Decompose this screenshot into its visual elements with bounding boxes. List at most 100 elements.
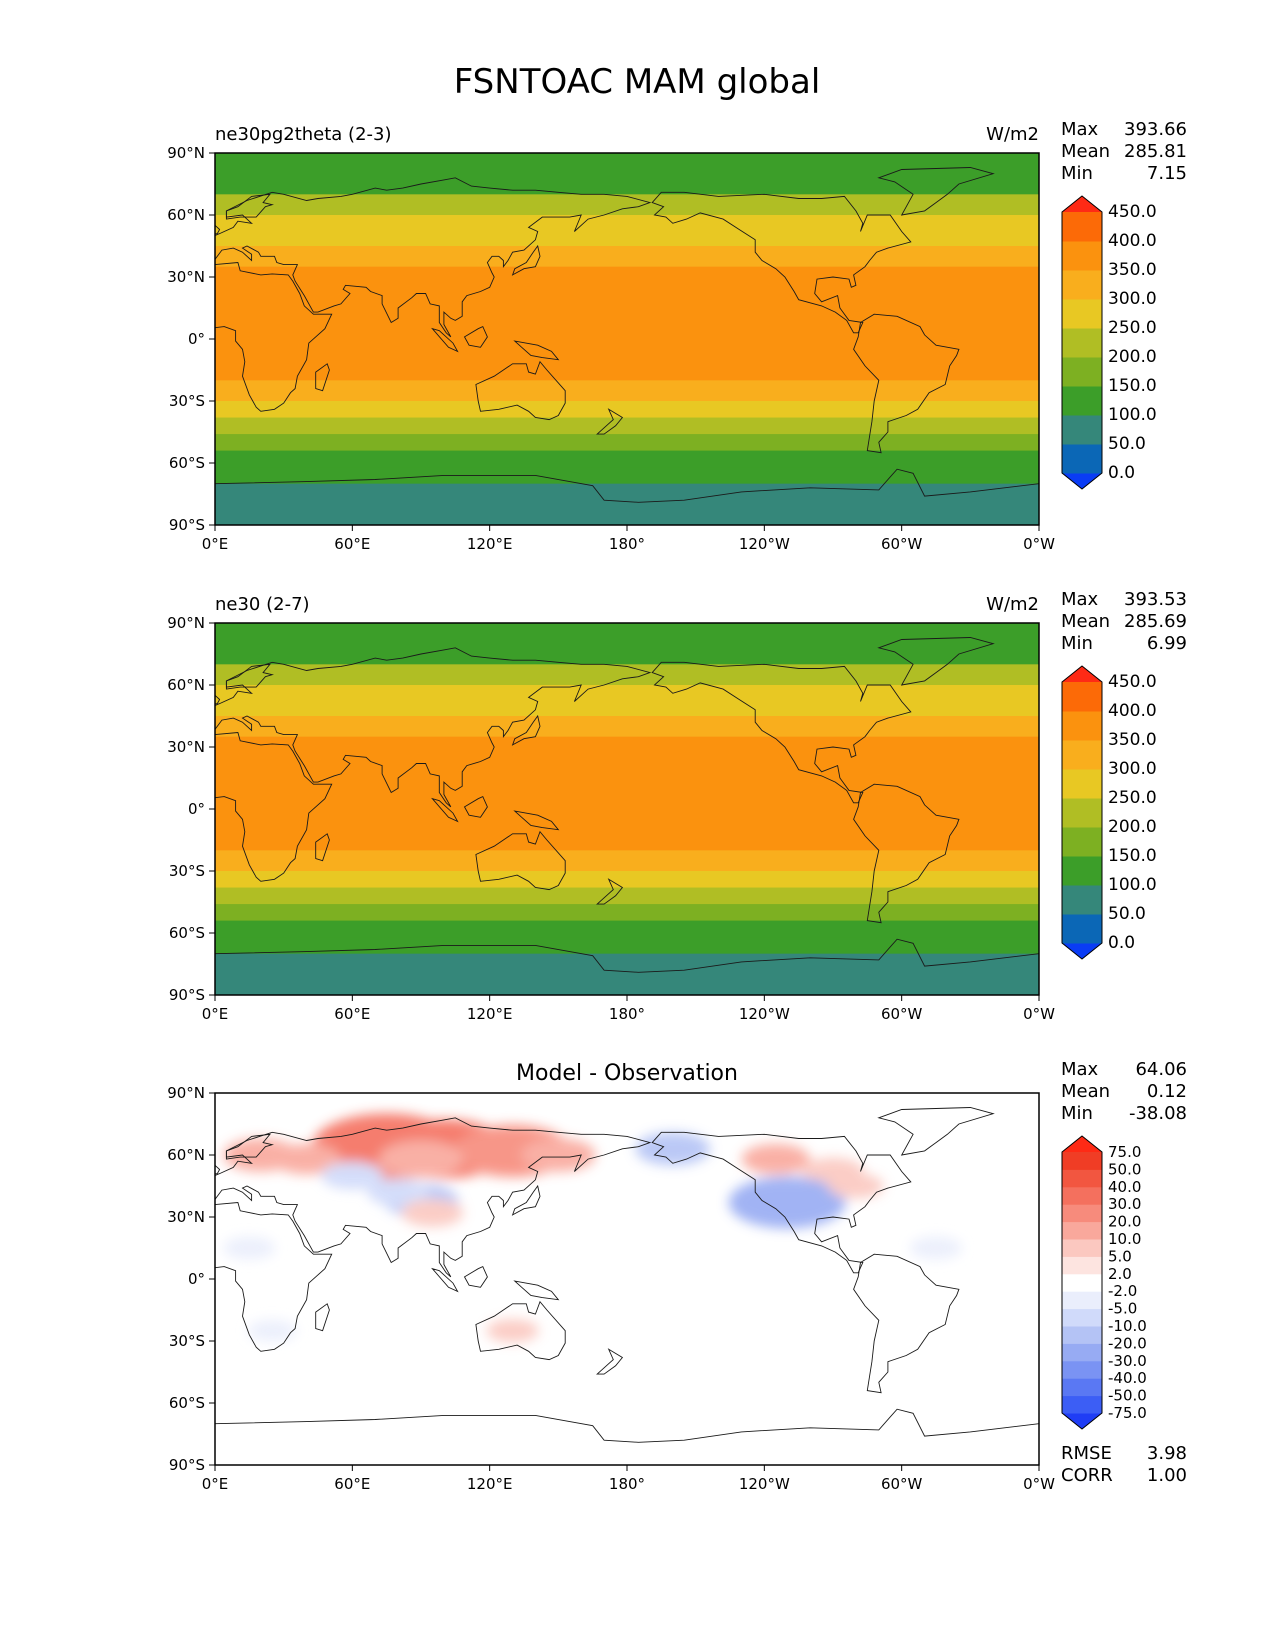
coastline-namerica xyxy=(651,1131,912,1274)
field-lat-band xyxy=(215,483,1039,525)
panel-1-coastlines xyxy=(215,167,1039,503)
x-tick-label: 180° xyxy=(609,1005,645,1023)
colorbar-swatch xyxy=(1062,1239,1102,1257)
colorbar-swatch xyxy=(1062,1169,1102,1188)
field-lat-band xyxy=(215,246,1039,268)
panel-2-min-value: 6.99 xyxy=(1147,633,1187,654)
x-tick-label: 60°E xyxy=(334,1005,370,1023)
panel-3-max-label: Max xyxy=(1061,1059,1099,1080)
panel-3-max-value: 64.06 xyxy=(1135,1059,1187,1080)
panel-2-max-label: Max xyxy=(1061,589,1099,610)
panel-1-units: W/m2 xyxy=(986,124,1039,145)
colorbar-outline xyxy=(1061,665,1103,960)
x-tick-label: 0°E xyxy=(202,535,229,553)
colorbar-tick-label: -2.0 xyxy=(1108,1282,1137,1300)
colorbar-extend-min xyxy=(1062,943,1102,959)
x-tick-label: 180° xyxy=(609,535,645,553)
coastline-samerica xyxy=(853,1253,960,1394)
colorbar-tick-label: 250.0 xyxy=(1108,788,1157,808)
colorbar-tick-label: 350.0 xyxy=(1108,730,1157,750)
panel-3-min-label: Min xyxy=(1061,1103,1093,1124)
coastline-nz xyxy=(596,408,624,435)
colorbar-swatch xyxy=(1062,798,1102,828)
coastline-britain xyxy=(215,224,221,235)
coastline-europe xyxy=(215,647,652,808)
colorbar-swatch xyxy=(1062,1221,1102,1240)
y-tick-label: 90°S xyxy=(169,516,205,534)
colorbar-swatch xyxy=(1062,1360,1102,1379)
anomaly-patch xyxy=(321,1161,384,1190)
anomaly-patch xyxy=(223,1236,276,1260)
colorbar-tick-label: 450.0 xyxy=(1108,672,1157,692)
coastline-australia xyxy=(475,830,566,891)
panel-1-colorbar: 0.0 50.0 100.0 150.0 200.0 250.0 300.0 350.0 400… xyxy=(1061,195,1157,490)
coastline-sumatra xyxy=(431,327,459,353)
colorbar-tick-label: 150.0 xyxy=(1108,376,1157,396)
field-lat-band xyxy=(215,194,1039,216)
y-tick-label: 30°N xyxy=(167,738,205,756)
colorbar-tick-label: 50.0 xyxy=(1108,434,1146,454)
y-tick-label: 30°N xyxy=(167,268,205,286)
colorbar-swatch xyxy=(1062,1152,1102,1170)
field-lat-band xyxy=(215,266,1039,319)
anomaly-patch xyxy=(635,1132,711,1166)
y-tick-label: 30°N xyxy=(167,1208,205,1226)
field-lat-band xyxy=(215,829,1039,851)
panel-1-x-ticks: 0°E 60°E 120°E 180° 120°W 60°W 0°W xyxy=(202,525,1055,553)
colorbar-tick-label: -75.0 xyxy=(1108,1404,1147,1422)
field-lat-band xyxy=(215,736,1039,789)
coastline-africa xyxy=(215,262,333,412)
colorbar-swatch xyxy=(1062,1273,1102,1292)
colorbar-swatch xyxy=(1062,740,1102,770)
colorbar-tick-label: 0.0 xyxy=(1108,463,1135,483)
coastline-europe xyxy=(215,177,652,338)
x-tick-label: 120°E xyxy=(467,1005,513,1023)
coastline-africa xyxy=(215,732,333,882)
field-lat-band xyxy=(215,953,1039,995)
panel-2-coastlines xyxy=(215,637,1039,973)
colorbar-outline xyxy=(1061,195,1103,490)
field-lat-band xyxy=(215,920,1039,938)
colorbar-tick-label: -30.0 xyxy=(1108,1352,1147,1370)
panel-3-y-ticks: 90°N 60°N 30°N 0° 30°S 60°S 90°S xyxy=(167,1084,215,1474)
field-lat-band xyxy=(215,215,1039,247)
colorbar-extend-max xyxy=(1062,196,1102,212)
colorbar-tick-label: 100.0 xyxy=(1108,405,1157,425)
field-lat-band xyxy=(215,401,1039,419)
coastline-nz xyxy=(596,878,624,905)
y-tick-label: 30°S xyxy=(169,1332,205,1350)
panel-3-field xyxy=(215,1093,1039,1465)
colorbar-tick-label: 200.0 xyxy=(1108,817,1157,837)
map-panel-2: ne30 (2-7) W/m2 0°E 60°E 120°E 180° 120°W 60°… xyxy=(167,589,1187,1023)
coastline-namerica xyxy=(651,191,912,334)
coastline-madagascar xyxy=(315,1303,330,1332)
field-lat-band xyxy=(215,467,1039,485)
x-tick-label: 60°E xyxy=(334,1475,370,1493)
panel-2-y-ticks: 90°N 60°N 30°N 0° 30°S 60°S 90°S xyxy=(167,614,215,1004)
y-tick-label: 60°S xyxy=(169,454,205,472)
y-tick-label: 60°S xyxy=(169,1394,205,1412)
coastline-greenland xyxy=(877,1107,995,1156)
coastline-japan xyxy=(511,244,541,276)
field-lat-band xyxy=(215,318,1039,361)
field-lat-band xyxy=(215,417,1039,435)
x-tick-label: 120°E xyxy=(467,1475,513,1493)
y-tick-label: 30°S xyxy=(169,862,205,880)
colorbar-tick-label: 200.0 xyxy=(1108,347,1157,367)
coastline-sumatra xyxy=(431,1267,459,1293)
x-tick-label: 0°W xyxy=(1023,1005,1055,1023)
anomaly-patch xyxy=(401,1199,464,1227)
panel-2-min-label: Min xyxy=(1061,633,1093,654)
panel-2-mean-label: Mean xyxy=(1061,611,1110,632)
colorbar-tick-label: 75.0 xyxy=(1108,1143,1141,1161)
colorbar-swatch xyxy=(1062,1378,1102,1397)
map-panel-3: Model - Observation 0°E 60°E 120°E 180° 120°… xyxy=(167,1059,1187,1493)
panel-3-title: Model - Observation xyxy=(516,1061,738,1086)
coastline-britain xyxy=(215,1164,221,1175)
x-tick-label: 60°W xyxy=(881,1005,923,1023)
x-tick-label: 0°W xyxy=(1023,1475,1055,1493)
coastline-antarctica xyxy=(215,468,1039,503)
panel-3-colorbar: -75.0-50.0-40.0-30.0-20.0-10.0-5.0-2.02.… xyxy=(1061,1135,1147,1430)
coastline-sumatra xyxy=(431,797,459,823)
